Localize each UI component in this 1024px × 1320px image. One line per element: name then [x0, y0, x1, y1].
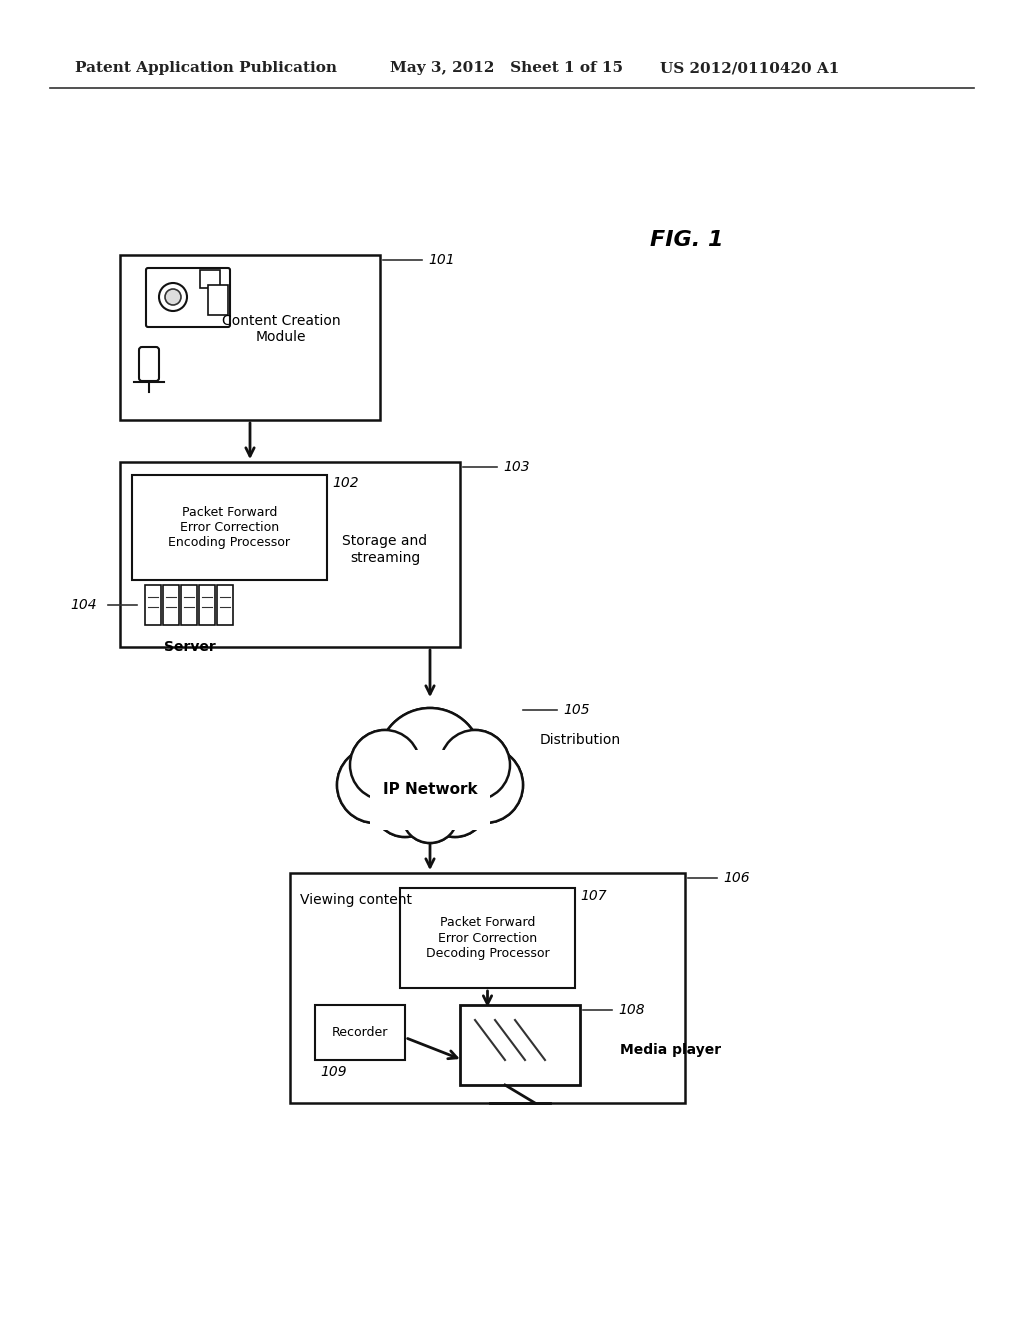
Text: Recorder: Recorder [332, 1026, 388, 1039]
Circle shape [381, 710, 479, 809]
Text: Storage and
streaming: Storage and streaming [342, 535, 428, 565]
FancyBboxPatch shape [146, 268, 230, 327]
Circle shape [159, 282, 187, 312]
Text: Server: Server [164, 640, 216, 653]
Text: 102: 102 [332, 477, 358, 490]
Circle shape [441, 731, 508, 799]
Circle shape [337, 747, 413, 822]
Text: Patent Application Publication: Patent Application Publication [75, 61, 337, 75]
Circle shape [425, 775, 485, 836]
Bar [217, 585, 233, 624]
Bar [290, 873, 685, 1104]
Circle shape [423, 774, 487, 837]
Text: Content Creation
Module: Content Creation Module [222, 314, 341, 345]
Circle shape [447, 747, 523, 822]
Circle shape [402, 787, 458, 843]
Text: Viewing content: Viewing content [300, 894, 412, 907]
Circle shape [373, 774, 437, 837]
Bar [400, 888, 575, 987]
FancyBboxPatch shape [139, 347, 159, 381]
Text: Media player: Media player [620, 1043, 721, 1057]
Bar [145, 585, 161, 624]
Circle shape [350, 730, 420, 800]
Bar [120, 462, 460, 647]
Circle shape [449, 748, 521, 821]
Text: 101: 101 [428, 253, 455, 267]
Text: 103: 103 [503, 459, 529, 474]
Bar [315, 1005, 406, 1060]
Circle shape [402, 787, 458, 843]
Circle shape [447, 747, 523, 822]
Text: May 3, 2012   Sheet 1 of 15: May 3, 2012 Sheet 1 of 15 [390, 61, 623, 75]
Circle shape [378, 708, 482, 812]
Bar [199, 585, 215, 624]
Text: 108: 108 [618, 1003, 645, 1016]
Circle shape [352, 731, 418, 799]
Bar [132, 475, 327, 579]
Text: 106: 106 [723, 871, 750, 884]
Circle shape [337, 747, 413, 822]
Circle shape [165, 289, 181, 305]
Text: 109: 109 [319, 1065, 347, 1078]
Text: 105: 105 [563, 704, 590, 717]
Text: 104: 104 [71, 598, 97, 612]
Circle shape [339, 748, 411, 821]
Circle shape [440, 730, 510, 800]
Bar [181, 585, 197, 624]
Text: Packet Forward
Error Correction
Encoding Processor: Packet Forward Error Correction Encoding… [169, 506, 291, 549]
Circle shape [423, 774, 487, 837]
Text: IP Network: IP Network [383, 783, 477, 797]
Circle shape [403, 788, 457, 842]
Text: Distribution: Distribution [540, 733, 622, 747]
Bar [208, 285, 228, 315]
Text: FIG. 1: FIG. 1 [650, 230, 724, 249]
Bar [460, 1005, 580, 1085]
Text: 107: 107 [580, 888, 606, 903]
Bar [200, 271, 220, 288]
Text: US 2012/0110420 A1: US 2012/0110420 A1 [660, 61, 840, 75]
Circle shape [378, 708, 482, 812]
Bar [370, 750, 490, 830]
Circle shape [350, 730, 420, 800]
Circle shape [440, 730, 510, 800]
Circle shape [373, 774, 437, 837]
Bar [163, 585, 179, 624]
Bar [120, 255, 380, 420]
Text: Packet Forward
Error Correction
Decoding Processor: Packet Forward Error Correction Decoding… [426, 916, 549, 960]
Circle shape [375, 775, 435, 836]
